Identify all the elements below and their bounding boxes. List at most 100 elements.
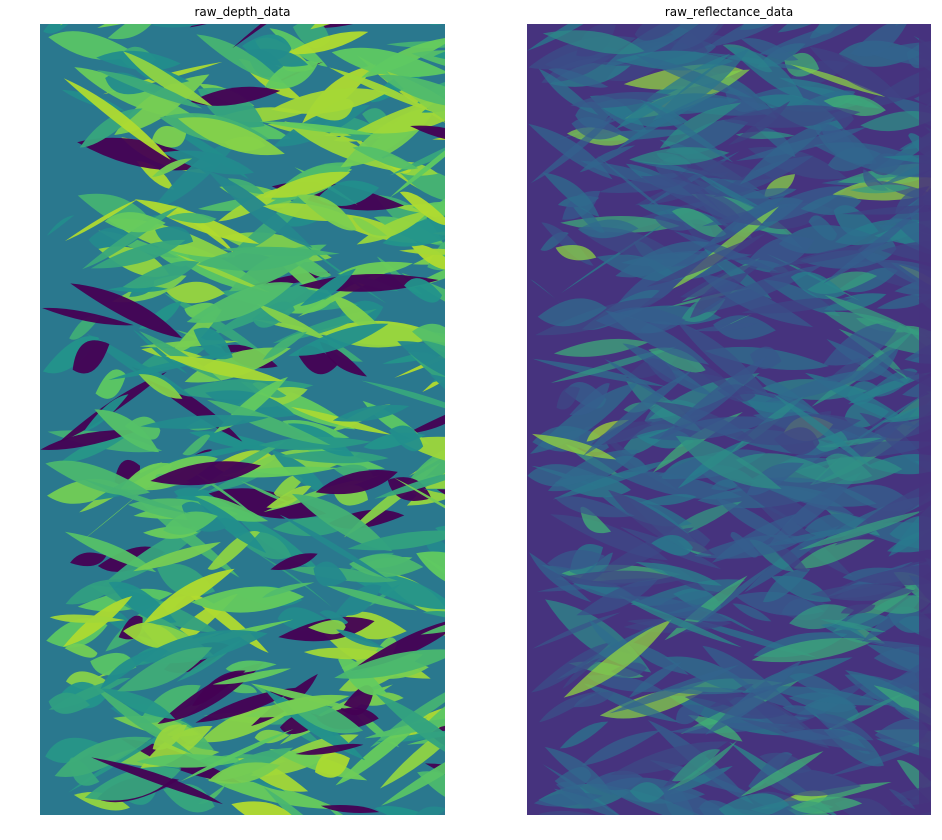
- leaf-shape: [264, 60, 319, 89]
- leaf-shape: [266, 485, 312, 509]
- leaf-shape: [70, 283, 183, 339]
- leaf-shape: [854, 639, 931, 655]
- leaf-shape: [634, 24, 681, 41]
- leaf-shape: [349, 554, 424, 577]
- leaf-shape: [352, 146, 419, 170]
- leaf-shape: [225, 660, 277, 673]
- depth-image: [40, 24, 445, 815]
- leaf-shape: [813, 440, 931, 458]
- leaf-shape: [628, 661, 683, 698]
- leaf-shape: [876, 293, 931, 309]
- image-edge-band: [919, 24, 931, 815]
- leaf-shape: [350, 621, 445, 671]
- leaf-shape: [651, 535, 693, 556]
- leaf-shape: [379, 74, 445, 106]
- leaf-shape: [315, 469, 398, 495]
- leaf-shape: [208, 762, 281, 784]
- leaf-shape: [727, 46, 804, 99]
- leaf-shape: [405, 414, 445, 435]
- leaf-shape: [635, 562, 722, 586]
- leaf-shape: [64, 199, 138, 242]
- leaf-shape: [808, 215, 837, 241]
- leaf-shape: [669, 24, 719, 51]
- leaf-shape: [421, 340, 445, 359]
- leaf-shape: [740, 751, 824, 797]
- leaf-shape: [415, 806, 445, 815]
- leaf-shape: [59, 24, 63, 26]
- leaf-shape: [542, 172, 600, 217]
- leaf-shape: [809, 24, 842, 39]
- leaf-shape: [194, 496, 267, 553]
- leaf-shape: [291, 493, 393, 551]
- leaf-shape: [576, 579, 658, 616]
- leaf-shape: [881, 403, 931, 423]
- leaf-shape: [143, 568, 235, 624]
- leaf-shape: [769, 544, 809, 572]
- leaf-shape: [553, 338, 649, 357]
- leaf-shape: [393, 477, 445, 509]
- leaf-shape: [333, 297, 383, 330]
- leaf-shape: [849, 184, 911, 194]
- leaf-shape: [874, 260, 931, 291]
- leaf-shape: [758, 24, 861, 55]
- leaf-shape: [813, 142, 931, 178]
- leaf-shape: [258, 436, 372, 451]
- leaf-shape: [541, 57, 611, 83]
- leaf-shape: [361, 380, 445, 409]
- leaf-shape: [388, 425, 424, 452]
- leaf-shape: [65, 579, 124, 605]
- leaf-shape: [285, 31, 369, 55]
- leaf-shape: [49, 614, 125, 623]
- leaf-shape: [122, 260, 200, 289]
- leaf-shape: [273, 475, 304, 498]
- leaf-shape: [790, 64, 886, 98]
- leaf-shape: [352, 217, 388, 236]
- depth-image-title: raw_depth_data: [194, 5, 291, 19]
- leaf-shape: [194, 495, 269, 522]
- leaf-shape: [150, 461, 262, 486]
- leaf-shape: [710, 683, 754, 708]
- leaf-shape: [615, 241, 710, 278]
- leaf-shape: [698, 272, 814, 328]
- leaf-shape: [45, 737, 102, 764]
- leaf-shape: [279, 514, 388, 579]
- leaf-shape: [331, 47, 445, 77]
- leaf-shape: [54, 736, 152, 778]
- leaf-shape: [280, 450, 389, 464]
- leaf-shape: [420, 624, 445, 635]
- leaf-shape: [152, 724, 187, 750]
- leaf-shape: [666, 119, 749, 155]
- leaf-shape: [751, 637, 877, 663]
- leaf-shape: [91, 757, 223, 805]
- leaf-shape: [546, 550, 605, 570]
- leaf-shape: [653, 787, 733, 815]
- leaf-shape: [398, 248, 445, 255]
- leaf-shape: [207, 170, 313, 248]
- leaf-shape: [436, 489, 445, 495]
- leaf-shape: [162, 150, 255, 175]
- leaf-shape: [123, 622, 178, 648]
- leaf-shape: [804, 513, 869, 537]
- leaf-shape: [531, 642, 612, 693]
- leaf-shape: [206, 399, 331, 446]
- leaf-shape: [166, 212, 217, 224]
- leaf-shape: [705, 24, 776, 48]
- leaf-shape: [824, 293, 887, 311]
- leaf-shape: [410, 125, 445, 139]
- leaf-shape: [64, 531, 157, 573]
- leaf-shape: [693, 322, 757, 332]
- leaf-shape: [873, 595, 931, 614]
- leaf-shape: [762, 568, 811, 603]
- leaf-shape: [559, 721, 609, 749]
- leaf-shape: [42, 307, 134, 326]
- leaf-shape: [193, 327, 233, 360]
- leaf-shape: [197, 248, 315, 271]
- leaf-shape: [790, 271, 846, 299]
- leaf-shape: [411, 50, 445, 66]
- leaf-shape: [548, 68, 609, 88]
- leaf-shape: [262, 331, 308, 360]
- leaf-shape: [754, 375, 820, 415]
- leaf-shape: [554, 496, 636, 518]
- reflectance-image: [527, 24, 931, 815]
- leaf-shape: [616, 91, 720, 151]
